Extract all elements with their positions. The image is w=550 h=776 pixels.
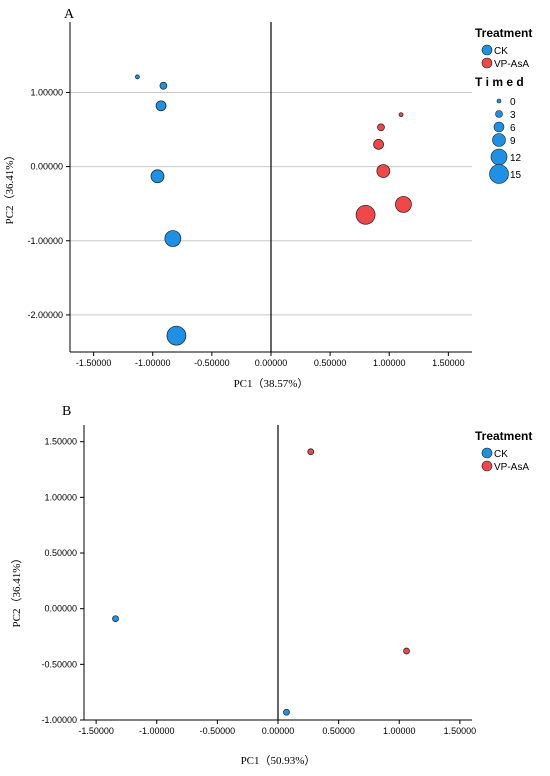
size-legend-label: 3: [510, 110, 516, 121]
size-legend-label: 15: [510, 170, 522, 181]
x-tick-label: 1.50000: [444, 726, 477, 736]
y-tick-label: 0.00000: [30, 162, 63, 172]
panel-b-legend-title: Treatment: [475, 429, 532, 443]
panel-a-label: A: [64, 7, 75, 22]
point-ck: [283, 708, 290, 716]
x-tick-label: -1.50000: [76, 358, 112, 368]
x-tick-label: -0.50000: [194, 358, 230, 368]
y-tick-label: -1.00000: [27, 236, 63, 246]
panel-a-axes: -1.50000 -1.00000 -0.50000 0.00000 0.50000 1.…: [27, 22, 472, 368]
x-tick-label: -0.50000: [200, 726, 236, 736]
panel-a-legend-swatch-vp-asa: [481, 57, 493, 69]
panel-a-x-axis-title: PC1（38.57%）: [234, 377, 309, 390]
panel-a-y-axis-title: PC2（36.41%）: [3, 150, 16, 225]
point-vp-asa: [403, 647, 410, 655]
y-tick-label: 0.00000: [44, 604, 77, 614]
panel-b-points: [112, 448, 410, 716]
y-tick-label: 0.50000: [44, 548, 77, 558]
point-ck: [159, 81, 168, 90]
x-tick-label: 0.00000: [262, 726, 295, 736]
panel-b-y-axis-title: PC2（36.41%）: [10, 553, 23, 628]
point-ck: [166, 325, 187, 346]
x-tick-label: 1.50000: [432, 358, 465, 368]
panel-b-axes: -1.50000 -1.00000 -0.50000 0.00000 0.50000 1.…: [41, 425, 476, 736]
x-tick-label: -1.50000: [78, 726, 114, 736]
size-legend-label: 9: [510, 136, 516, 147]
size-legend-swatch: [489, 164, 509, 184]
point-ck: [155, 100, 167, 112]
point-vp-asa: [395, 196, 412, 213]
size-legend-swatch: [496, 98, 502, 104]
panel-a: A -1.50000 -1.00000 -0.50000 0.00000 0.50000…: [3, 7, 532, 390]
point-vp-asa: [376, 164, 391, 178]
point-ck: [150, 169, 165, 184]
y-tick-label: 1.50000: [44, 437, 77, 447]
y-tick-label: -2.00000: [27, 310, 63, 320]
point-vp-asa: [307, 448, 315, 456]
panel-a-points: [135, 74, 412, 346]
size-legend-swatch: [492, 133, 506, 147]
point-vp-asa: [355, 204, 376, 225]
point-ck: [135, 74, 140, 80]
panel-a-size-legend-title: T i m e d: [475, 75, 524, 89]
panel-a-legend-label-ck: CK: [494, 46, 508, 57]
y-tick-label: 1.00000: [30, 87, 63, 97]
panel-b-legend-swatch-vp-asa: [481, 460, 493, 472]
point-vp-asa: [398, 112, 404, 118]
panel-b-legend-label-ck: CK: [494, 449, 508, 460]
point-ck: [164, 230, 182, 247]
panel-a-legend-swatch-ck: [481, 44, 493, 56]
y-tick-label: -0.50000: [41, 659, 77, 669]
point-vp-asa: [377, 123, 385, 132]
size-legend-swatch: [493, 121, 505, 133]
size-legend-label: 0: [510, 97, 516, 108]
panel-b-x-axis-title: PC1（50.93%）: [241, 754, 316, 767]
x-tick-label: 1.00000: [373, 358, 406, 368]
x-tick-label: 0.50000: [322, 726, 355, 736]
size-legend-swatch: [495, 110, 503, 118]
y-tick-label: -1.00000: [41, 715, 77, 725]
panel-a-legend-label-vp-asa: VP-AsA: [494, 59, 529, 70]
x-tick-label: -1.00000: [139, 726, 175, 736]
panel-b-legend-swatch-ck: [481, 447, 493, 459]
panel-a-legend: Treatment CK VP-AsA T i m e d 0 3 6 9 12 15: [475, 26, 532, 184]
x-tick-label: 0.00000: [255, 358, 288, 368]
panel-b-legend: Treatment CK VP-AsA: [475, 429, 532, 473]
size-legend-label: 12: [510, 153, 522, 164]
size-legend-swatch: [490, 148, 508, 166]
panel-b: B -1.50000 -1.00000 -0.50000 0.00000 0.50000…: [10, 404, 532, 767]
panel-b-label: B: [62, 404, 71, 419]
panel-a-size-legend: 0 3 6 9 12 15: [489, 97, 522, 184]
point-ck: [112, 615, 119, 623]
x-tick-label: 0.50000: [314, 358, 347, 368]
panel-b-legend-label-vp-asa: VP-AsA: [494, 462, 529, 473]
size-legend-label: 6: [510, 123, 516, 134]
x-tick-label: -1.00000: [135, 358, 171, 368]
x-tick-label: 1.00000: [383, 726, 416, 736]
y-tick-label: 1.00000: [44, 492, 77, 502]
point-vp-asa: [373, 139, 384, 150]
panel-a-legend-title: Treatment: [475, 26, 532, 40]
